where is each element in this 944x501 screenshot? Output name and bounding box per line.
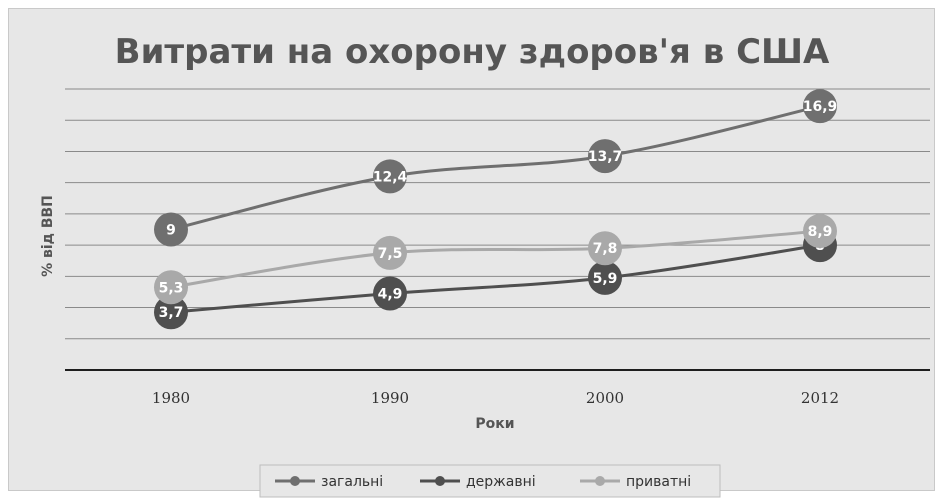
legend-marker (290, 476, 300, 486)
data-point-marker (803, 214, 837, 249)
data-point-marker (803, 89, 837, 124)
legend-box (259, 464, 721, 498)
legend-item: державні (420, 474, 536, 490)
series-line-2 (170, 243, 821, 314)
legend-label: державні (466, 474, 536, 490)
legend-label: загальні (321, 474, 383, 490)
x-axis-ticks: 1980 1990 2000 2012 (152, 389, 839, 407)
data-label: 4,9 (378, 287, 403, 303)
legend-item: загальні (275, 474, 383, 490)
data-label: 5,9 (593, 271, 618, 287)
x-tick-label: 1980 (152, 389, 190, 407)
legend: загальні державні приватні (259, 464, 721, 498)
data-point-marker (588, 139, 622, 174)
data-point-marker (373, 159, 407, 194)
data-point-marker (373, 235, 407, 270)
data-label: 16,9 (803, 99, 838, 115)
legend-item: приватні (580, 474, 691, 490)
data-point-marker (588, 231, 622, 266)
legend-marker (435, 476, 445, 486)
x-tick-label: 1990 (371, 389, 409, 407)
legend-marker (595, 476, 605, 486)
data-point-marker (588, 260, 622, 295)
gridlines (65, 88, 930, 340)
data-point-marker (154, 270, 188, 305)
data-point-marker (373, 276, 407, 311)
data-label: 13,7 (588, 149, 623, 165)
data-label: 7,8 (593, 241, 618, 257)
data-label: 8,9 (808, 224, 833, 240)
data-point-marker (154, 212, 188, 247)
data-label: 3,7 (159, 305, 184, 321)
legend-label: приватні (626, 474, 691, 490)
data-label: 5,3 (159, 280, 184, 296)
x-tick-label: 2012 (801, 389, 839, 407)
series-line-1 (170, 104, 821, 231)
series-line-3 (170, 229, 821, 289)
chart-title: Витрати на охорону здоров'я в США (115, 32, 830, 72)
y-axis-title: % від ВВП (40, 195, 56, 277)
x-axis-title: Роки (475, 416, 514, 432)
data-point-marker (154, 295, 188, 330)
x-tick-label: 2000 (586, 389, 624, 407)
data-label: 12,4 (373, 169, 408, 185)
data-label: 7,5 (378, 246, 403, 262)
series-layer: 3,74,95,98912,413,716,95,37,57,88,9 (154, 89, 838, 330)
data-label: 9 (166, 223, 176, 239)
